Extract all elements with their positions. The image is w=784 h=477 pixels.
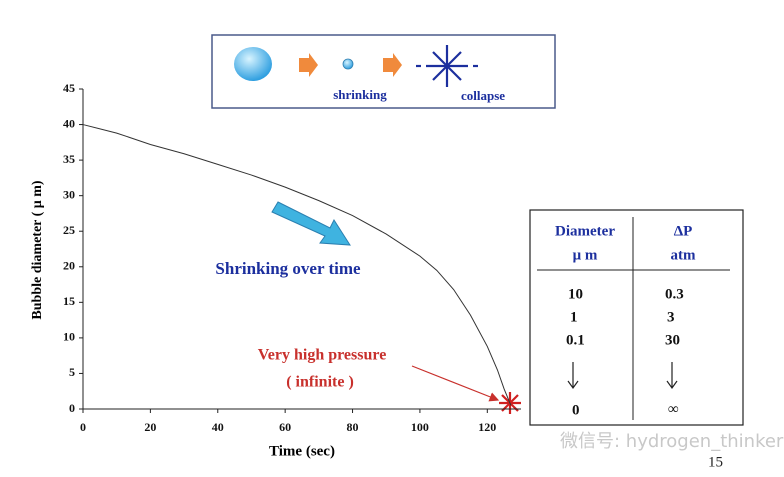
annotation-arrow (411, 365, 500, 402)
bubble-small (342, 58, 354, 70)
bubble-large (234, 47, 272, 81)
page-number: 15 (708, 454, 723, 470)
table-header: Diameter (555, 223, 615, 239)
table-header: atm (671, 247, 696, 263)
collapse-burst (416, 45, 478, 87)
table-cell: 1 (570, 309, 578, 325)
x-tick-label: 40 (212, 420, 224, 434)
table-header: ΔP (674, 223, 693, 239)
annotation: Very high pressure (258, 347, 387, 364)
table-cell: 0.1 (566, 332, 585, 348)
trend-arrow (271, 201, 351, 246)
y-tick-label: 10 (63, 330, 75, 344)
arrow (383, 53, 402, 77)
x-axis-label: Time (sec) (269, 443, 335, 459)
table-header: μ m (573, 247, 598, 263)
table-cell: 30 (665, 332, 680, 348)
table-cell: 3 (667, 309, 675, 325)
x-tick-label: 20 (144, 420, 156, 434)
table-cell: ∞ (668, 401, 679, 417)
y-tick-label: 35 (63, 152, 75, 166)
arrow (299, 53, 318, 77)
table-cell: 0.3 (665, 286, 684, 302)
x-tick-label: 80 (347, 420, 359, 434)
diagram-label: shrinking (333, 87, 387, 102)
y-axis-label: Bubble diameter ( μ m) (30, 180, 45, 319)
y-tick-label: 0 (69, 401, 75, 415)
y-tick-label: 25 (63, 223, 75, 237)
table-arrows (567, 362, 678, 390)
diagram-label: collapse (461, 88, 505, 103)
y-tick-label: 15 (63, 294, 75, 308)
table-cell: 0 (572, 402, 580, 418)
watermark: 微信号: hydrogen_thinker (560, 431, 784, 452)
y-tick-label: 45 (63, 81, 75, 95)
annotation: ( infinite ) (286, 374, 354, 391)
table-cell: 10 (568, 286, 583, 302)
x-tick-label: 60 (279, 420, 291, 434)
y-tick-label: 40 (63, 116, 75, 130)
y-tick-label: 20 (63, 259, 75, 273)
y-tick-label: 5 (69, 365, 75, 379)
annotation: Shrinking over time (215, 259, 361, 278)
x-tick-label: 120 (478, 420, 496, 434)
x-tick-label: 100 (411, 420, 429, 434)
y-tick-label: 30 (63, 187, 75, 201)
table-box (529, 209, 744, 426)
data-line (82, 124, 512, 406)
x-tick-label: 0 (80, 420, 86, 434)
